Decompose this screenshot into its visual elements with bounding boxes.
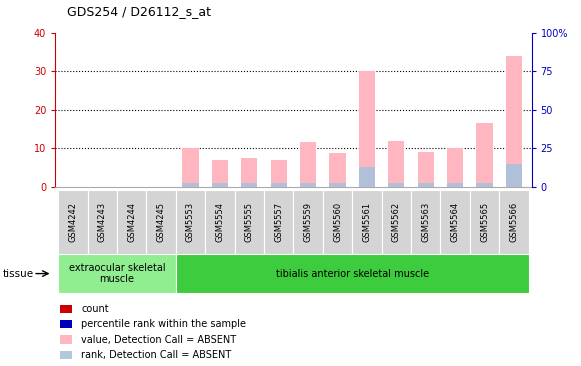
Bar xyxy=(506,56,522,187)
Bar xyxy=(323,190,352,254)
Text: GSM5562: GSM5562 xyxy=(392,202,401,242)
Bar xyxy=(499,190,529,254)
Bar xyxy=(271,183,287,187)
Text: tissue: tissue xyxy=(3,269,34,279)
Bar xyxy=(58,254,176,293)
Bar xyxy=(241,158,257,187)
Text: GSM5555: GSM5555 xyxy=(245,202,254,242)
Bar xyxy=(329,153,346,187)
Text: GSM5561: GSM5561 xyxy=(363,202,371,242)
Bar xyxy=(271,160,287,187)
Bar xyxy=(418,183,434,187)
Bar xyxy=(506,164,522,187)
Bar xyxy=(382,190,411,254)
Bar xyxy=(352,190,382,254)
Bar xyxy=(212,160,228,187)
Text: rank, Detection Call = ABSENT: rank, Detection Call = ABSENT xyxy=(81,350,232,360)
Bar xyxy=(235,190,264,254)
Text: tibialis anterior skeletal muscle: tibialis anterior skeletal muscle xyxy=(275,269,429,279)
Text: extraocular skeletal
muscle: extraocular skeletal muscle xyxy=(69,263,165,284)
Bar xyxy=(447,183,463,187)
Bar xyxy=(470,190,499,254)
Bar xyxy=(60,305,72,313)
Bar xyxy=(241,183,257,187)
Bar xyxy=(359,168,375,187)
Bar xyxy=(411,190,440,254)
Bar xyxy=(58,190,88,254)
Text: GSM5557: GSM5557 xyxy=(274,202,283,242)
Bar xyxy=(182,183,199,187)
Bar xyxy=(176,190,205,254)
Text: GSM5554: GSM5554 xyxy=(216,202,224,242)
Bar xyxy=(476,183,493,187)
Text: GSM5564: GSM5564 xyxy=(451,202,460,242)
Bar xyxy=(264,190,293,254)
Bar xyxy=(440,190,470,254)
Text: GSM5560: GSM5560 xyxy=(333,202,342,242)
Text: GSM4243: GSM4243 xyxy=(98,202,107,242)
Bar xyxy=(60,320,72,328)
Text: GSM4244: GSM4244 xyxy=(127,202,136,242)
Bar xyxy=(300,142,316,187)
Bar xyxy=(88,190,117,254)
Bar xyxy=(293,190,323,254)
Bar xyxy=(329,183,346,187)
Bar xyxy=(388,183,404,187)
Text: GSM4242: GSM4242 xyxy=(69,202,77,242)
Text: GDS254 / D26112_s_at: GDS254 / D26112_s_at xyxy=(67,5,211,18)
Text: GSM5563: GSM5563 xyxy=(421,202,431,242)
Text: count: count xyxy=(81,304,109,314)
Bar xyxy=(182,148,199,187)
Bar xyxy=(60,351,72,359)
Bar xyxy=(176,254,529,293)
Text: GSM5566: GSM5566 xyxy=(510,202,518,242)
Bar xyxy=(60,335,72,344)
Bar xyxy=(117,190,146,254)
Text: percentile rank within the sample: percentile rank within the sample xyxy=(81,319,246,329)
Text: GSM4245: GSM4245 xyxy=(156,202,166,242)
Bar xyxy=(388,141,404,187)
Bar xyxy=(418,152,434,187)
Text: GSM5559: GSM5559 xyxy=(304,202,313,242)
Bar xyxy=(300,183,316,187)
Bar xyxy=(212,183,228,187)
Text: GSM5553: GSM5553 xyxy=(186,202,195,242)
Bar xyxy=(476,123,493,187)
Bar xyxy=(359,71,375,187)
Text: GSM5565: GSM5565 xyxy=(480,202,489,242)
Bar xyxy=(146,190,176,254)
Bar xyxy=(447,148,463,187)
Text: value, Detection Call = ABSENT: value, Detection Call = ABSENT xyxy=(81,335,236,344)
Bar xyxy=(205,190,235,254)
